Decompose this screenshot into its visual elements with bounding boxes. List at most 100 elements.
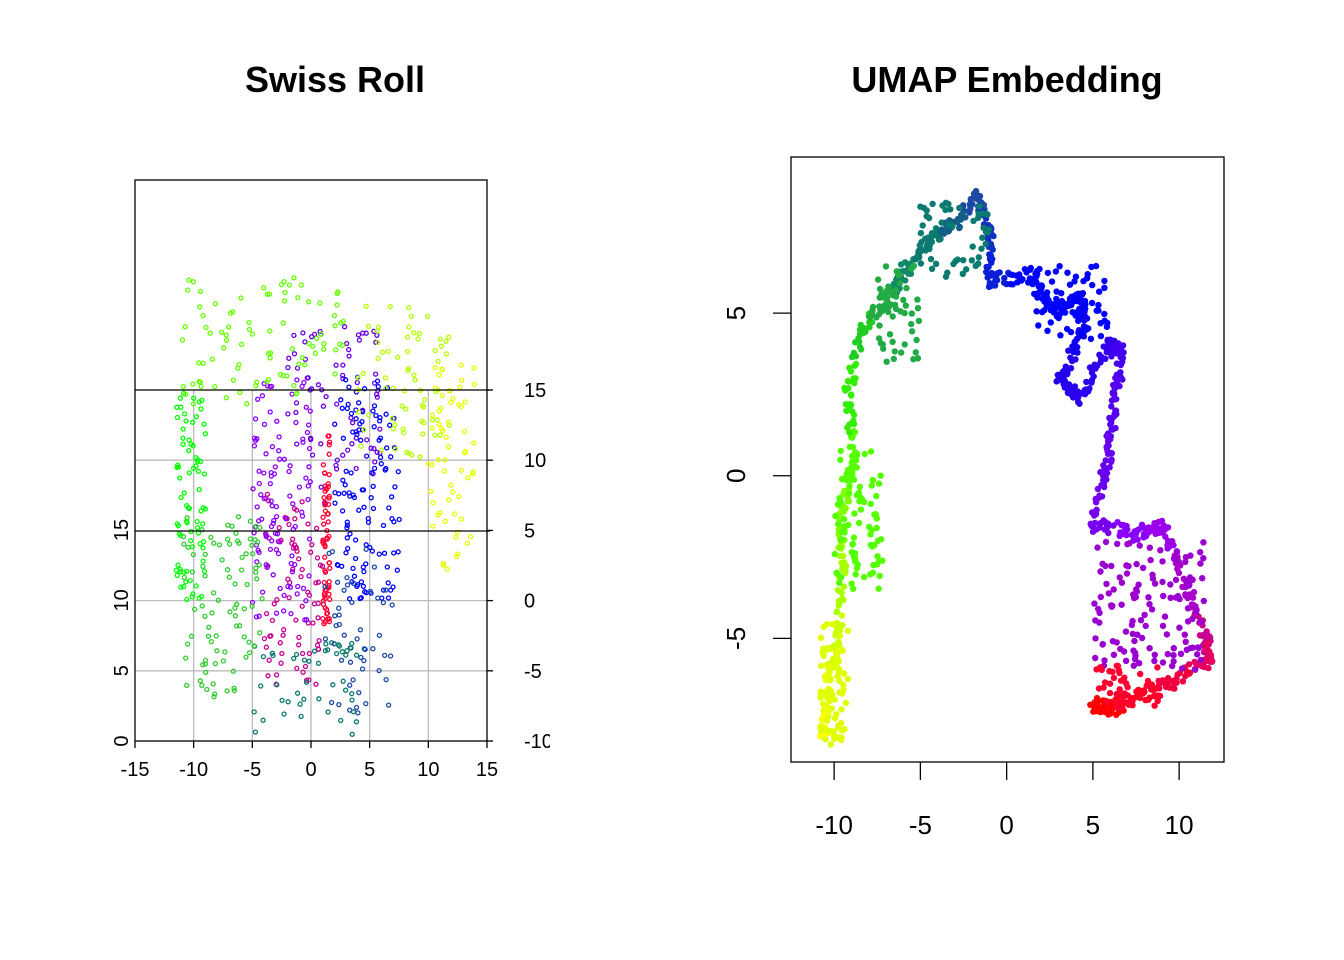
umap-point <box>1066 281 1074 288</box>
umap-point <box>928 265 936 272</box>
swiss-roll-point <box>268 498 274 504</box>
swiss-roll-point <box>347 659 354 665</box>
swiss-roll-point <box>450 395 456 402</box>
swiss-roll-point <box>190 401 197 407</box>
umap-point <box>838 476 846 483</box>
umap-point <box>938 219 945 226</box>
swiss-roll-point <box>333 650 340 657</box>
umap-point <box>1098 354 1105 361</box>
swiss-roll-point <box>202 573 208 579</box>
umap-point <box>1156 680 1163 687</box>
swiss-roll-point <box>380 599 387 606</box>
umap-point <box>1057 310 1064 317</box>
swiss-roll-point <box>251 443 258 449</box>
swiss-roll-point <box>360 564 366 570</box>
umap-point <box>1146 645 1153 652</box>
umap-point <box>983 228 990 235</box>
umap-point <box>1075 317 1082 324</box>
swiss-roll-point <box>254 576 260 582</box>
swiss-roll-point <box>222 649 228 655</box>
swiss-roll-point <box>294 390 300 396</box>
umap-point <box>1124 540 1131 548</box>
swiss-roll-point <box>270 572 276 578</box>
swiss-roll-point <box>300 439 306 445</box>
umap-point <box>1159 578 1166 586</box>
swiss-roll-point <box>445 497 452 503</box>
swiss-roll-point <box>420 431 426 437</box>
umap-point <box>902 302 909 309</box>
swiss-roll-point <box>355 375 361 381</box>
swiss-roll-point <box>203 324 209 331</box>
umap-point <box>908 310 915 317</box>
swiss-roll-point <box>195 457 201 463</box>
swiss-roll-point <box>419 402 426 409</box>
swiss-roll-point <box>323 393 329 400</box>
swiss-roll-point <box>322 543 328 550</box>
swiss-roll-point <box>322 508 329 514</box>
swiss-roll-point <box>406 324 412 330</box>
swiss-roll-point <box>209 356 216 362</box>
umap-point <box>1133 560 1140 568</box>
swiss-roll-point <box>303 475 309 481</box>
swiss-roll-point <box>293 419 299 426</box>
swiss-roll-point <box>326 451 332 457</box>
swiss-roll-point <box>350 580 357 587</box>
swiss-roll-point <box>197 304 203 310</box>
swiss-roll-point <box>178 494 184 501</box>
umap-point <box>851 352 858 360</box>
swiss-roll-point <box>354 431 360 438</box>
umap-point <box>1052 268 1060 275</box>
umap-point <box>1175 569 1183 577</box>
umap-point <box>848 452 856 460</box>
swiss-roll-point <box>358 437 364 443</box>
umap-point <box>1092 617 1099 624</box>
umap-point <box>841 523 848 530</box>
umap-point <box>1083 275 1091 282</box>
umap-title: UMAP Embedding <box>851 59 1162 100</box>
umap-point <box>929 200 936 208</box>
swiss-roll-point <box>327 565 333 571</box>
umap-point <box>861 450 868 458</box>
umap-point <box>1081 317 1088 324</box>
umap-point <box>831 550 838 558</box>
swiss-roll-point <box>322 470 328 476</box>
swiss-roll-point <box>350 677 356 683</box>
swiss-roll-point <box>324 610 331 616</box>
swiss-roll-point <box>320 514 326 520</box>
swiss-roll-point <box>458 362 464 368</box>
umap-point <box>840 670 848 677</box>
swiss-roll-point <box>345 401 351 408</box>
umap-point <box>1151 702 1158 709</box>
umap-point <box>969 243 976 250</box>
swiss-roll-point <box>338 320 344 326</box>
swiss-roll-point <box>177 395 184 401</box>
umap-point <box>1167 594 1174 601</box>
umap-point <box>1117 677 1125 684</box>
swiss-roll-point <box>345 545 351 552</box>
swiss-roll-point <box>188 538 194 544</box>
umap-point <box>1121 690 1128 697</box>
umap-point <box>883 358 890 365</box>
swiss-roll-point <box>308 549 314 555</box>
swiss-roll-point <box>192 606 198 612</box>
swiss-roll-point <box>342 377 349 383</box>
swiss-roll-point <box>446 334 452 340</box>
umap-point <box>830 728 838 735</box>
swiss-roll-point <box>376 667 382 674</box>
umap-point <box>1118 601 1125 608</box>
swiss-roll-point <box>316 696 322 702</box>
swiss-roll-point <box>315 660 322 666</box>
umap-point <box>1082 305 1089 312</box>
swiss-roll-point <box>437 432 443 438</box>
swiss-roll-point <box>342 482 348 488</box>
swiss-roll-point <box>344 648 350 654</box>
swiss-roll-point <box>384 564 390 570</box>
swiss-roll-point <box>241 606 247 612</box>
swiss-roll-point <box>252 729 259 735</box>
umap-point <box>1206 658 1213 665</box>
umap-point <box>875 480 883 487</box>
umap-point <box>857 346 865 353</box>
swiss-roll-point <box>267 546 274 553</box>
umap-point <box>857 494 864 501</box>
umap-point <box>1176 624 1183 631</box>
